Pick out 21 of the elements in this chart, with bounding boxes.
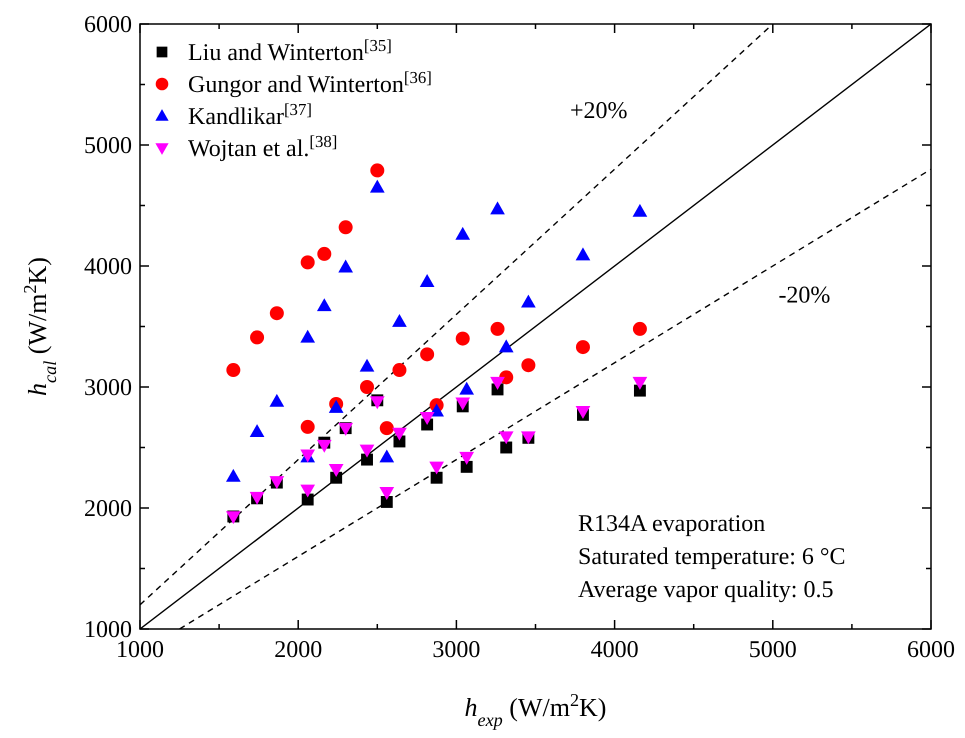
y-tick-label: 4000 bbox=[84, 254, 132, 280]
annotation: Saturated temperature: 6 °C bbox=[578, 544, 846, 570]
annotation: +20% bbox=[570, 98, 628, 124]
legend-label: Gungor and Winterton$^{[36]}$ bbox=[188, 68, 432, 98]
x-axis-title: h$_{exp}$ (W/m$^{2}$K) bbox=[464, 690, 606, 730]
x-tick-label: 5000 bbox=[748, 637, 797, 663]
annotation: R134A evaporation bbox=[578, 511, 766, 537]
legend-label: Wojtan et al.$^{[38]}$ bbox=[188, 132, 338, 162]
y-tick-label: 5000 bbox=[84, 133, 132, 159]
x-tick-label: 4000 bbox=[590, 637, 639, 663]
x-tick-label: 2000 bbox=[274, 637, 322, 663]
x-tick-label: 1000 bbox=[116, 637, 164, 663]
annotation: Average vapor quality: 0.5 bbox=[578, 577, 834, 603]
legend-label: Kandlikar$^{[37]}$ bbox=[188, 100, 312, 130]
y-tick-label: 2000 bbox=[84, 496, 132, 522]
annotation: -20% bbox=[778, 282, 830, 308]
x-tick-label: 6000 bbox=[907, 637, 955, 663]
y-tick-label: 6000 bbox=[84, 12, 132, 38]
legend-label: Liu and Winterton$^{[35]}$ bbox=[188, 36, 392, 66]
x-tick-label: 3000 bbox=[432, 637, 480, 663]
y-tick-label: 3000 bbox=[84, 375, 132, 401]
